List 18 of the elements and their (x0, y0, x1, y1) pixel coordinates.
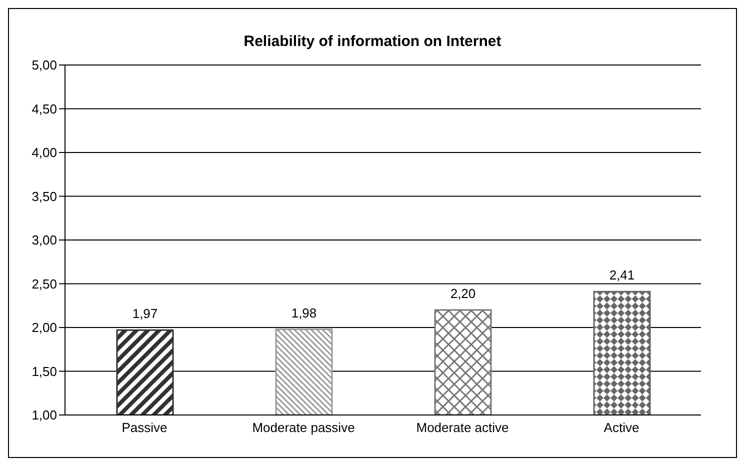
data-label: 1,97 (132, 306, 158, 322)
y-tick-label: 3,50 (32, 188, 57, 204)
y-tick-label: 2,50 (32, 276, 57, 292)
y-tick-label: 3,00 (32, 232, 57, 248)
x-tick-label: Active (604, 420, 640, 436)
x-tick-label: Passive (122, 420, 168, 436)
y-tick-label: 5,00 (32, 58, 57, 73)
x-tick-label: Moderate passive (252, 420, 355, 436)
y-tick-label: 1,50 (32, 364, 57, 379)
data-label: 2,20 (450, 286, 476, 301)
y-tick-label: 4,50 (32, 101, 57, 116)
x-tick-label: Moderate active (416, 420, 509, 436)
y-tick-label: 4,00 (32, 145, 57, 160)
data-label: 2,41 (609, 268, 635, 283)
data-label: 1,98 (291, 305, 317, 320)
chart-title: Reliability of information on Internet (242, 33, 502, 52)
y-tick-label: 2,00 (32, 320, 57, 336)
y-tick-label: 1,00 (32, 408, 57, 423)
